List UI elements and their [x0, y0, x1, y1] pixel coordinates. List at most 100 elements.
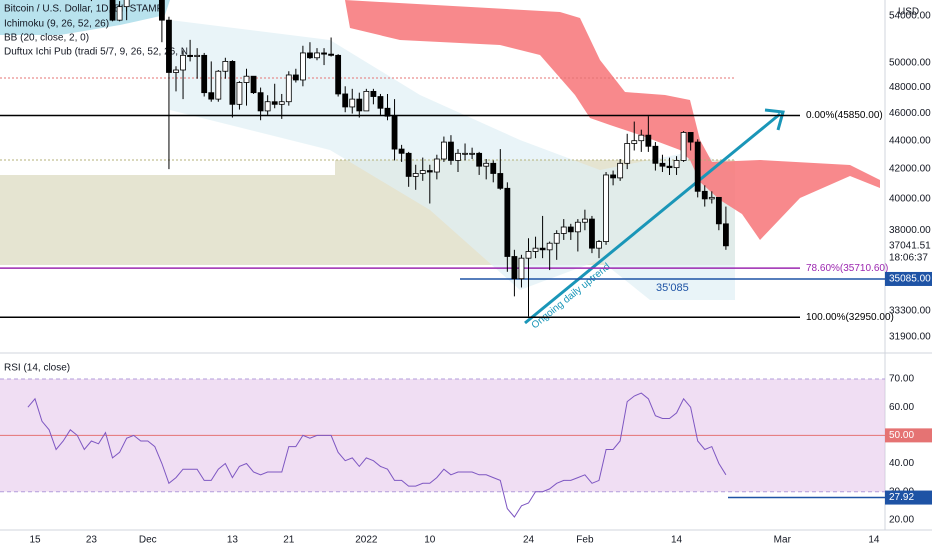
midline-badge-label: 50.00: [889, 430, 914, 441]
candle-body: [525, 251, 532, 259]
y-tick-label: 33300.00: [889, 305, 931, 316]
candle-body: [518, 257, 525, 280]
marker-badge: [885, 490, 932, 505]
candle-body: [455, 152, 461, 161]
y-tick-label: 50000.00: [889, 57, 931, 68]
x-tick-label: Feb: [576, 535, 594, 546]
candle-body: [582, 218, 588, 223]
candle-body: [645, 134, 652, 147]
candle-body: [363, 90, 370, 112]
x-tick-label: 21: [283, 535, 295, 546]
y-tick-label: 46000.00: [889, 108, 931, 119]
level-annotation: 35'085: [656, 282, 689, 294]
candle-body: [687, 132, 694, 143]
candle-body: [560, 226, 567, 234]
x-tick-label: 13: [227, 535, 239, 546]
y-tick-label: 60.00: [889, 402, 914, 413]
x-tick-label: Mar: [774, 535, 792, 546]
candle-body: [356, 98, 363, 112]
candle-body: [229, 61, 236, 105]
candle-body: [335, 54, 342, 95]
candle-body: [553, 233, 560, 244]
candle-body: [546, 242, 553, 251]
candle-body: [398, 148, 405, 154]
y-tick-label: 40.00: [889, 458, 914, 469]
candle-body: [194, 54, 201, 57]
x-tick-label: 10: [424, 535, 436, 546]
candle-body: [285, 74, 292, 103]
y-tick-label: 20.00: [889, 515, 914, 526]
candle-body: [567, 226, 574, 233]
candle-body: [631, 140, 638, 144]
candle-body: [257, 92, 264, 112]
candle-body: [328, 53, 335, 56]
candle-body: [701, 190, 708, 200]
x-tick-label: 24: [523, 535, 535, 546]
candle-body: [723, 223, 729, 247]
legend-entry: Duftux Ichi Pub (tradi 5/7, 9, 26, 52, 2…: [4, 47, 188, 58]
candle-body: [596, 241, 602, 249]
candle-body: [490, 162, 497, 174]
candle-body: [109, 0, 116, 21]
fib-label: 100.00%(32950.00): [806, 312, 894, 323]
y-tick-label: 70.00: [889, 374, 914, 385]
level-badge: [885, 271, 932, 286]
candle-body: [173, 69, 179, 73]
kumo-top: [0, 0, 170, 35]
x-tick-label: 14: [868, 535, 880, 546]
candle-body: [166, 19, 172, 73]
candle-body: [624, 143, 631, 164]
candle-body: [158, 0, 165, 21]
candle-body: [469, 152, 476, 155]
kumo-red: [345, 0, 880, 240]
x-tick-label: 14: [671, 535, 683, 546]
candle-body: [384, 107, 391, 117]
marker-badge-label: 27.92: [889, 492, 914, 503]
arrow-head: [764, 108, 785, 131]
rsi-title: RSI (14, close): [4, 363, 70, 374]
y-tick-label: 54000.00: [889, 10, 931, 21]
candle-body: [243, 75, 250, 83]
candle-body: [617, 162, 624, 179]
candle-body: [342, 93, 349, 108]
candle-body: [314, 52, 320, 59]
candle-body: [440, 141, 447, 160]
x-tick-label: 15: [29, 535, 41, 546]
candle-body: [504, 187, 511, 257]
legend-entry: BB (20, close, 2, 0): [4, 33, 89, 44]
candle-body: [652, 145, 659, 164]
candle-body: [321, 52, 327, 55]
candle-body: [539, 247, 546, 251]
candle-body: [659, 162, 666, 167]
y-tick-label: 48000.00: [889, 82, 931, 93]
candle-body: [532, 247, 539, 252]
candle-body: [236, 82, 243, 105]
candle-body: [278, 101, 285, 105]
candle-body: [708, 196, 715, 200]
rsi-pane: [0, 378, 885, 518]
x-tick-label: 23: [86, 535, 98, 546]
price-pane: [0, 0, 885, 319]
y-tick-label: 40000.00: [889, 194, 931, 205]
candle-body: [462, 152, 468, 155]
x-tick-label: Dec: [139, 535, 157, 546]
candle-body: [638, 134, 645, 142]
y-tick-label: 42000.00: [889, 164, 931, 175]
candle-body: [497, 173, 504, 189]
y-tick-label: 44000.00: [889, 135, 931, 146]
candle-body: [299, 52, 306, 81]
candle-body: [603, 174, 609, 242]
candle-body: [250, 75, 257, 94]
x-tick-label: 2022: [355, 535, 378, 546]
candle-body: [391, 115, 398, 150]
candle-body: [264, 101, 271, 112]
candle-body: [405, 152, 412, 177]
candle-body: [680, 132, 687, 161]
candle-body: [215, 70, 222, 100]
fib-label: 78.60%(35710.60): [806, 263, 888, 274]
candle-body: [433, 158, 440, 173]
candle-body: [666, 165, 673, 169]
last-price: 37041.51: [889, 240, 931, 251]
level-badge-label: 35085.00: [889, 274, 931, 285]
